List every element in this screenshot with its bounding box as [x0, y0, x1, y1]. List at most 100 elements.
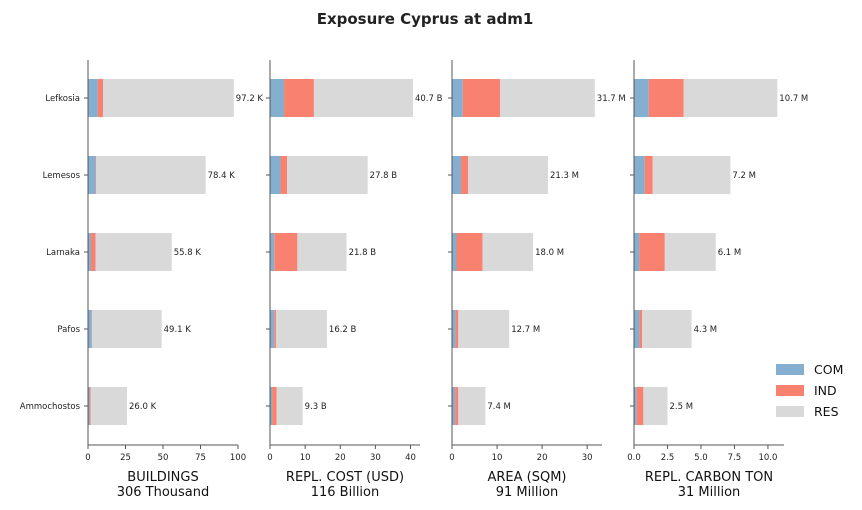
y-tick-label-lefkosia: Lefkosia	[45, 94, 80, 104]
bar-res-lefkosia	[500, 79, 595, 117]
x-tick-label: 100	[230, 453, 246, 463]
legend-swatch-com	[776, 364, 804, 375]
data-label-lefkosia: 97.2 K	[236, 94, 264, 104]
x-tick-label: 20	[335, 453, 346, 463]
x-tick-label: 0.0	[627, 453, 641, 463]
bar-com-lefkosia	[88, 79, 98, 117]
bar-res-pafos	[275, 310, 327, 348]
bar-ind-lemesos	[280, 156, 288, 194]
bar-com-lemesos	[452, 156, 462, 194]
bar-com-lemesos	[88, 156, 96, 194]
bar-res-lefkosia	[103, 79, 234, 117]
data-label-ammochostos: 7.4 M	[487, 402, 511, 412]
x-axis-total: 31 Million	[678, 485, 741, 500]
y-tick-label-lemesos: Lemesos	[43, 171, 81, 181]
bar-res-larnaka	[664, 233, 716, 271]
x-tick-label: 75	[195, 453, 206, 463]
chart-panels: 97.2 K 78.4 K 55.8 K 49.1 K 26.0 K Lefkosia Le…	[20, 60, 808, 500]
bar-ind-ammochostos	[636, 387, 644, 425]
legend: COM IND RES	[776, 362, 843, 419]
legend-label-res: RES	[814, 404, 839, 419]
bar-res-pafos	[92, 310, 162, 348]
bar-ind-lemesos	[461, 156, 469, 194]
bar-res-pafos	[642, 310, 692, 348]
bar-com-lemesos	[634, 156, 645, 194]
data-label-pafos: 4.3 M	[694, 325, 718, 335]
y-tick-label-pafos: Pafos	[57, 325, 80, 335]
x-axis-total: 116 Billion	[311, 485, 380, 500]
x-tick-label: 0	[85, 453, 90, 463]
bar-res-larnaka	[297, 233, 347, 271]
x-tick-label: 2.5	[661, 453, 675, 463]
x-tick-label: 25	[120, 453, 131, 463]
bar-ind-pafos	[455, 310, 459, 348]
y-tick-label-ammochostos: Ammochostos	[20, 402, 81, 412]
x-tick-label: 40	[405, 453, 416, 463]
bar-res-lemesos	[95, 156, 206, 194]
bar-res-lemesos	[652, 156, 731, 194]
bar-com-lefkosia	[452, 79, 463, 117]
panel-4: 10.7 M 7.2 M 6.1 M 4.3 M 2.5 M 0.0 2.5 5.0 7.5 10…	[627, 60, 808, 500]
bar-com-lemesos	[270, 156, 281, 194]
bar-ind-larnaka	[91, 233, 96, 271]
bar-ind-larnaka	[639, 233, 665, 271]
legend-label-com: COM	[814, 362, 843, 377]
x-tick-label: 30	[582, 453, 593, 463]
data-label-ammochostos: 2.5 M	[669, 402, 693, 412]
bar-ind-ammochostos	[272, 387, 277, 425]
bar-com-pafos	[270, 310, 275, 348]
x-tick-label: 0	[449, 453, 454, 463]
x-tick-label: 30	[370, 453, 381, 463]
bar-com-pafos	[452, 310, 456, 348]
data-label-lefkosia: 10.7 M	[779, 94, 808, 104]
bar-res-lemesos	[468, 156, 548, 194]
data-label-ammochostos: 26.0 K	[129, 402, 157, 412]
bar-ind-lefkosia	[97, 79, 103, 117]
bar-com-larnaka	[88, 233, 91, 271]
bar-res-ammochostos	[458, 387, 486, 425]
bar-ind-pafos	[274, 310, 276, 348]
x-tick-label: 10	[300, 453, 311, 463]
bar-res-ammochostos	[643, 387, 668, 425]
bar-com-larnaka	[452, 233, 457, 271]
data-label-lemesos: 27.8 B	[370, 171, 398, 181]
x-axis-label: AREA (SQM)	[487, 470, 566, 485]
x-tick-label: 0	[267, 453, 272, 463]
data-label-lefkosia: 31.7 M	[597, 94, 626, 104]
x-tick-label: 5.0	[694, 453, 708, 463]
bar-res-ammochostos	[276, 387, 303, 425]
x-axis-label: REPL. CARBON TON	[645, 470, 773, 485]
x-axis-total: 91 Million	[496, 485, 559, 500]
bar-ind-lefkosia	[284, 79, 314, 117]
y-tick-label-larnaka: Larnaka	[46, 248, 80, 258]
data-label-ammochostos: 9.3 B	[305, 402, 327, 412]
bar-res-larnaka	[95, 233, 172, 271]
bar-com-ammochostos	[270, 387, 273, 425]
bar-ind-lefkosia	[648, 79, 684, 117]
bar-res-lefkosia	[683, 79, 778, 117]
bar-com-lefkosia	[270, 79, 285, 117]
data-label-larnaka: 21.8 B	[349, 248, 377, 258]
bar-ind-pafos	[639, 310, 643, 348]
bar-com-larnaka	[270, 233, 275, 271]
x-tick-label: 10.0	[758, 453, 777, 463]
bar-ind-ammochostos	[455, 387, 459, 425]
x-tick-label: 7.5	[728, 453, 742, 463]
bar-com-ammochostos	[88, 387, 90, 425]
data-label-pafos: 49.1 K	[164, 325, 192, 335]
bar-com-pafos	[634, 310, 640, 348]
bar-res-pafos	[458, 310, 510, 348]
bar-ind-lefkosia	[462, 79, 501, 117]
bar-com-pafos	[88, 310, 92, 348]
bar-res-lemesos	[287, 156, 368, 194]
bar-com-ammochostos	[452, 387, 456, 425]
data-label-lemesos: 7.2 M	[732, 171, 756, 181]
data-label-pafos: 12.7 M	[511, 325, 540, 335]
data-label-larnaka: 18.0 M	[535, 248, 564, 258]
x-tick-label: 50	[158, 453, 169, 463]
panel-2: 40.7 B 27.8 B 21.8 B 16.2 B 9.3 B 0 10 20 30 40RE…	[266, 60, 443, 500]
legend-label-ind: IND	[814, 383, 837, 398]
x-tick-label: 10	[492, 453, 503, 463]
bar-com-lefkosia	[634, 79, 649, 117]
